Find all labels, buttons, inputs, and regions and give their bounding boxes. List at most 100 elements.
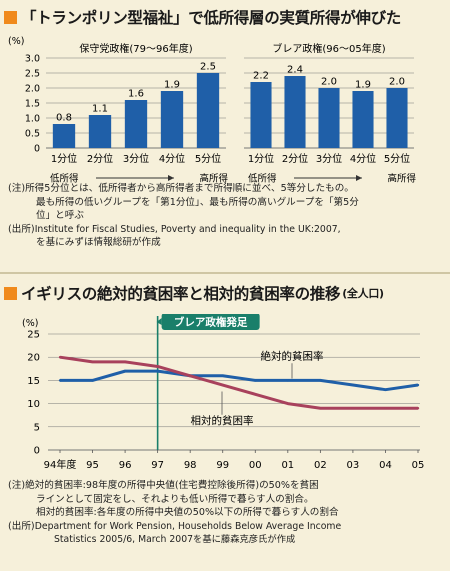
y-unit-label: (%): [8, 36, 24, 47]
bar: [386, 88, 408, 148]
note-line-2: ラインとして固定をし、それよりも低い所得で暮らす人の割合。: [36, 493, 314, 505]
income-growth-panel: 「トランポリン型福祉」で低所得層の実質所得が伸びた (%) 0 0.5 1.0 1.5 2…: [0, 0, 450, 268]
x-tick-label: 94年度: [44, 458, 77, 471]
data-point: [416, 383, 420, 387]
note-line-3: 位」と呼ぶ: [36, 210, 84, 221]
bar-value-label: 2.4: [287, 65, 303, 76]
category-label: 1分位: [51, 152, 77, 165]
data-point: [58, 356, 62, 359]
category-label: 5分位: [195, 152, 221, 165]
bar-value-label: 1.1: [92, 104, 108, 115]
bar-value-label: 2.2: [253, 71, 269, 82]
source-line-1: Department for Work Pension, Households …: [34, 520, 342, 532]
panel2-notes: (注) 絶対的貧困率:98年度の所得中央値(住宅費控除後所得)の50%を貧困 ラ…: [8, 479, 444, 547]
low-income-label: 低所得: [248, 173, 277, 185]
source-label: (出所): [8, 223, 35, 235]
x-tick-label: 98: [184, 460, 197, 471]
title-square-icon: [4, 286, 17, 300]
y-tick-label: 15: [27, 376, 40, 387]
data-point: [286, 379, 290, 382]
bar-value-label: 0.8: [56, 113, 72, 124]
data-point: [221, 374, 224, 377]
panel-divider: [0, 272, 450, 274]
chart-subtitle: 保守党政権(79〜96年度): [79, 42, 192, 55]
y-tick-label: 1.5: [25, 99, 40, 110]
x-tick-label: 00: [249, 460, 262, 471]
note-line-1: 所得5分位とは、低所得者から高所得者まで所得順に並べ、5等分したもの。: [25, 183, 354, 194]
bar-value-label: 2.0: [389, 77, 405, 88]
bar: [196, 73, 220, 148]
arrow-head-icon: [356, 175, 362, 181]
y-unit-label: (%): [22, 318, 38, 329]
category-label: 4分位: [350, 152, 376, 165]
data-point: [156, 369, 159, 373]
data-point: [91, 360, 94, 364]
data-point: [384, 388, 387, 391]
category-label: 4分位: [159, 152, 185, 165]
y-tick-label: 10: [27, 399, 40, 410]
source-label: (出所): [8, 520, 35, 532]
note-line-1: 絶対的貧困率:98年度の所得中央値(住宅費控除後所得)の50%を貧困: [25, 480, 319, 491]
bar-value-label: 2.0: [321, 77, 337, 88]
source-line-2: を基にみずほ情報総研が作成: [36, 237, 161, 248]
event-label-box: [161, 314, 260, 330]
category-label: 3分位: [316, 152, 342, 165]
bar: [352, 91, 374, 148]
panel1-title-text: 「トランポリン型福祉」で低所得層の実質所得が伸びた: [21, 9, 402, 27]
category-label: 2分位: [87, 152, 113, 165]
data-point: [319, 379, 322, 382]
data-point: [416, 407, 420, 410]
y-tick-label: 0: [34, 446, 40, 457]
bar: [284, 76, 306, 148]
data-point: [156, 365, 159, 368]
event-label-text: ブレア政権発足: [174, 316, 248, 329]
high-income-label: 高所得: [199, 173, 228, 185]
data-point: [384, 407, 387, 410]
data-point: [123, 360, 127, 364]
data-point: [123, 369, 127, 373]
arrow-head-icon: [168, 175, 174, 181]
bar-value-label: 2.5: [200, 62, 216, 73]
x-tick-label: 04: [379, 460, 392, 471]
category-label: 3分位: [123, 152, 149, 165]
bar-value-label: 1.9: [164, 80, 180, 91]
bar: [124, 100, 148, 148]
event-label-pointer-icon: [156, 318, 162, 325]
data-point: [91, 379, 94, 382]
data-point: [319, 407, 322, 410]
y-tick-label: 20: [27, 353, 40, 364]
series-line-relative: [59, 355, 418, 410]
y-tick-label: 0.5: [25, 129, 40, 140]
bar: [88, 115, 112, 148]
y-tick-label: 25: [27, 330, 40, 341]
bar-value-label: 1.9: [355, 80, 371, 91]
y-tick-label: 3.0: [25, 54, 40, 65]
y-tick-label: 2.5: [25, 69, 40, 80]
low-income-label: 低所得: [50, 173, 79, 185]
high-income-label: 高所得: [387, 173, 416, 185]
y-tick-label: 1.0: [25, 114, 40, 125]
category-label: 1分位: [248, 152, 274, 165]
series-label-relative: 相対的貧困率: [191, 414, 254, 427]
source-line-1: Institute for Fiscal Studies, Poverty an…: [34, 223, 341, 235]
note-line-2: 最も所得の低いグループを「第1分位」、最も所得の高いグループを「第5分: [36, 196, 359, 208]
bar: [160, 91, 184, 148]
title-square-icon: [4, 10, 17, 24]
data-point: [254, 393, 257, 396]
category-label: 5分位: [384, 152, 410, 165]
data-point: [351, 407, 355, 410]
y-tick-label: 2.0: [25, 84, 40, 95]
bar-value-label: 1.6: [128, 89, 144, 100]
series-line-absolute: [60, 369, 419, 392]
data-point: [188, 374, 192, 377]
y-tick-label: 5: [34, 422, 40, 433]
x-tick-label: 02: [314, 460, 327, 471]
category-label: 2分位: [282, 152, 308, 165]
source-line-2: Statistics 2005/6, March 2007を基に藤森克彦氏が作成: [54, 534, 296, 545]
bar-charts: (%) 0 0.5 1.0 1.5 2.0 2.5 3.0 保守党政権(79〜96年度) 0.8 1…: [8, 36, 416, 185]
chart-subtitle: ブレア政権(96〜05年度): [272, 42, 385, 55]
x-tick-label: 99: [216, 460, 229, 471]
data-point: [58, 379, 62, 382]
panel2-title-text: イギリスの絶対的貧困率と相対的貧困率の推移: [21, 285, 341, 303]
